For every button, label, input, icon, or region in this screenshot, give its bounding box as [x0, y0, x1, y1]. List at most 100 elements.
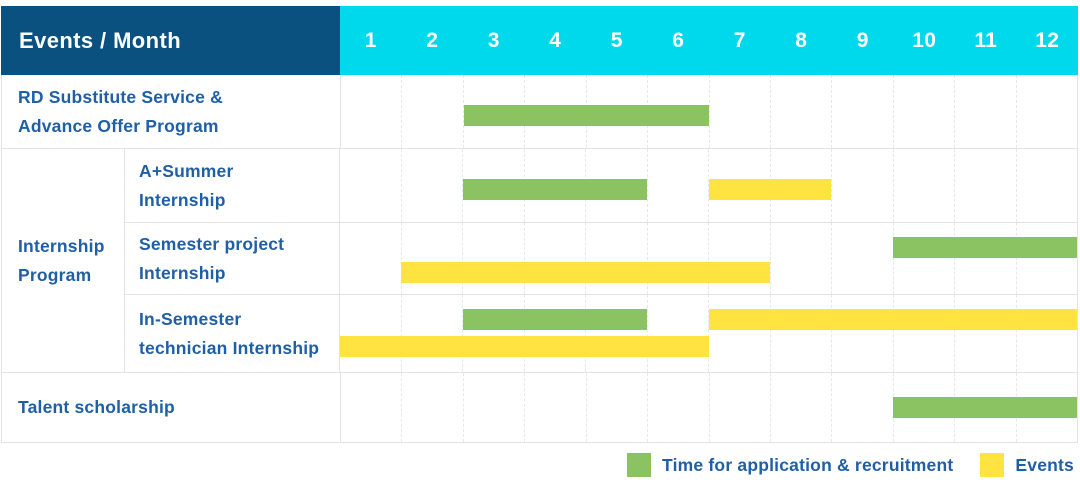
row-talent-scholarship: Talent scholarship [2, 372, 1077, 442]
gantt-track-rd-substitute [341, 75, 1077, 148]
month-cell [402, 149, 463, 222]
month-cell [832, 223, 894, 294]
month-header-row: 1 2 3 4 5 6 7 8 9 10 11 12 [340, 6, 1078, 75]
events-month-header: Events / Month [1, 6, 340, 75]
row-rd-substitute: RD Substitute Service & Advance Offer Pr… [2, 75, 1077, 148]
month-cell [1017, 75, 1077, 148]
month-cell [648, 373, 710, 442]
month-cell [832, 75, 894, 148]
gantt-bar [708, 179, 832, 200]
month-header-2: 2 [426, 28, 439, 52]
gantt-track-a-summer-internship [340, 149, 1077, 222]
month-cell [955, 295, 1017, 372]
month-gridlines [340, 223, 1077, 294]
month-header-6: 6 [672, 28, 685, 52]
row-in-semester-technician-internship: In-Semester technician Internship [125, 294, 1077, 372]
month-cell [710, 373, 771, 442]
internship-program-subrows: A+Summer Internship Semester project Int… [125, 149, 1077, 372]
month-cell [894, 75, 956, 148]
gantt-bar [892, 237, 1077, 258]
month-cell [771, 223, 832, 294]
month-header-7: 7 [733, 28, 746, 52]
legend-swatch-application-recruitment [627, 453, 652, 477]
row-label-in-semester-technician-internship: In-Semester technician Internship [125, 295, 340, 372]
month-cell [709, 223, 771, 294]
internship-program-group: Internship Program A+Summer Internship S… [2, 148, 1077, 372]
month-cell [709, 295, 771, 372]
legend-swatch-events [980, 453, 1005, 477]
legend-label-application-recruitment: Time for application & recruitment [662, 454, 954, 475]
table-header-row: Events / Month 1 2 3 4 5 6 7 8 9 10 11 12 [1, 6, 1078, 75]
month-header-5: 5 [610, 28, 623, 52]
month-cell [771, 373, 833, 442]
month-cell [710, 75, 771, 148]
month-cell [525, 295, 586, 372]
gantt-bar [462, 309, 648, 330]
month-cell [341, 373, 403, 442]
month-header-3: 3 [487, 28, 500, 52]
gantt-bar [462, 179, 648, 200]
month-cell [894, 223, 955, 294]
month-gridlines [340, 295, 1077, 372]
row-semester-project-internship: Semester project Internship [125, 222, 1077, 294]
row-label-semester-project-internship: Semester project Internship [125, 223, 340, 294]
gantt-bar [340, 336, 709, 357]
gantt-track-semester-project-internship [340, 223, 1077, 294]
month-header-8: 8 [795, 28, 808, 52]
table-body: RD Substitute Service & Advance Offer Pr… [1, 75, 1078, 443]
month-cell [894, 295, 955, 372]
month-cell [525, 223, 586, 294]
month-header-1: 1 [364, 28, 377, 52]
gantt-track-talent-scholarship [341, 373, 1077, 442]
month-cell [771, 149, 832, 222]
month-cell [402, 373, 464, 442]
month-header-4: 4 [549, 28, 562, 52]
month-cell [463, 295, 525, 372]
row-label-rd-substitute-service: RD Substitute Service & Advance Offer Pr… [2, 75, 341, 148]
row-a-summer-internship: A+Summer Internship [125, 149, 1077, 222]
legend: Time for application & recruitment Event… [627, 453, 1074, 477]
group-label-internship-program: Internship Program [2, 149, 125, 372]
month-cell [402, 295, 463, 372]
month-cell [832, 149, 894, 222]
month-header-10: 10 [912, 28, 937, 52]
month-cell [955, 223, 1017, 294]
month-cell [340, 149, 402, 222]
month-cell [340, 223, 402, 294]
month-gridlines [341, 75, 1077, 148]
events-month-table: Events / Month 1 2 3 4 5 6 7 8 9 10 11 12 RD Substi… [1, 6, 1078, 443]
month-cell [341, 75, 403, 148]
month-cell [587, 373, 649, 442]
gantt-bar [893, 397, 1077, 418]
month-cell [586, 223, 648, 294]
row-label-a-summer-internship: A+Summer Internship [125, 149, 340, 222]
month-cell [525, 373, 587, 442]
month-cell [1017, 295, 1078, 372]
month-cell [1017, 223, 1078, 294]
month-cell [464, 373, 526, 442]
month-cell [340, 295, 402, 372]
month-cell [648, 223, 709, 294]
month-cell [771, 75, 833, 148]
gantt-bar [401, 262, 770, 283]
month-header-12: 12 [1035, 28, 1060, 52]
month-cell [648, 149, 709, 222]
month-cell [894, 149, 955, 222]
row-label-talent-scholarship: Talent scholarship [2, 373, 341, 442]
month-cell [648, 295, 709, 372]
month-cell [586, 295, 648, 372]
month-cell [402, 75, 464, 148]
month-cell [955, 75, 1017, 148]
month-header-9: 9 [856, 28, 869, 52]
month-cell [402, 223, 463, 294]
month-cell [832, 373, 894, 442]
month-cell [955, 149, 1017, 222]
month-cell [648, 75, 710, 148]
gantt-track-in-semester-technician-internship [340, 295, 1077, 372]
month-cell [832, 295, 894, 372]
gantt-bar [463, 105, 709, 126]
gantt-bar [708, 309, 1077, 330]
month-cell [1017, 149, 1078, 222]
month-cell [771, 295, 832, 372]
